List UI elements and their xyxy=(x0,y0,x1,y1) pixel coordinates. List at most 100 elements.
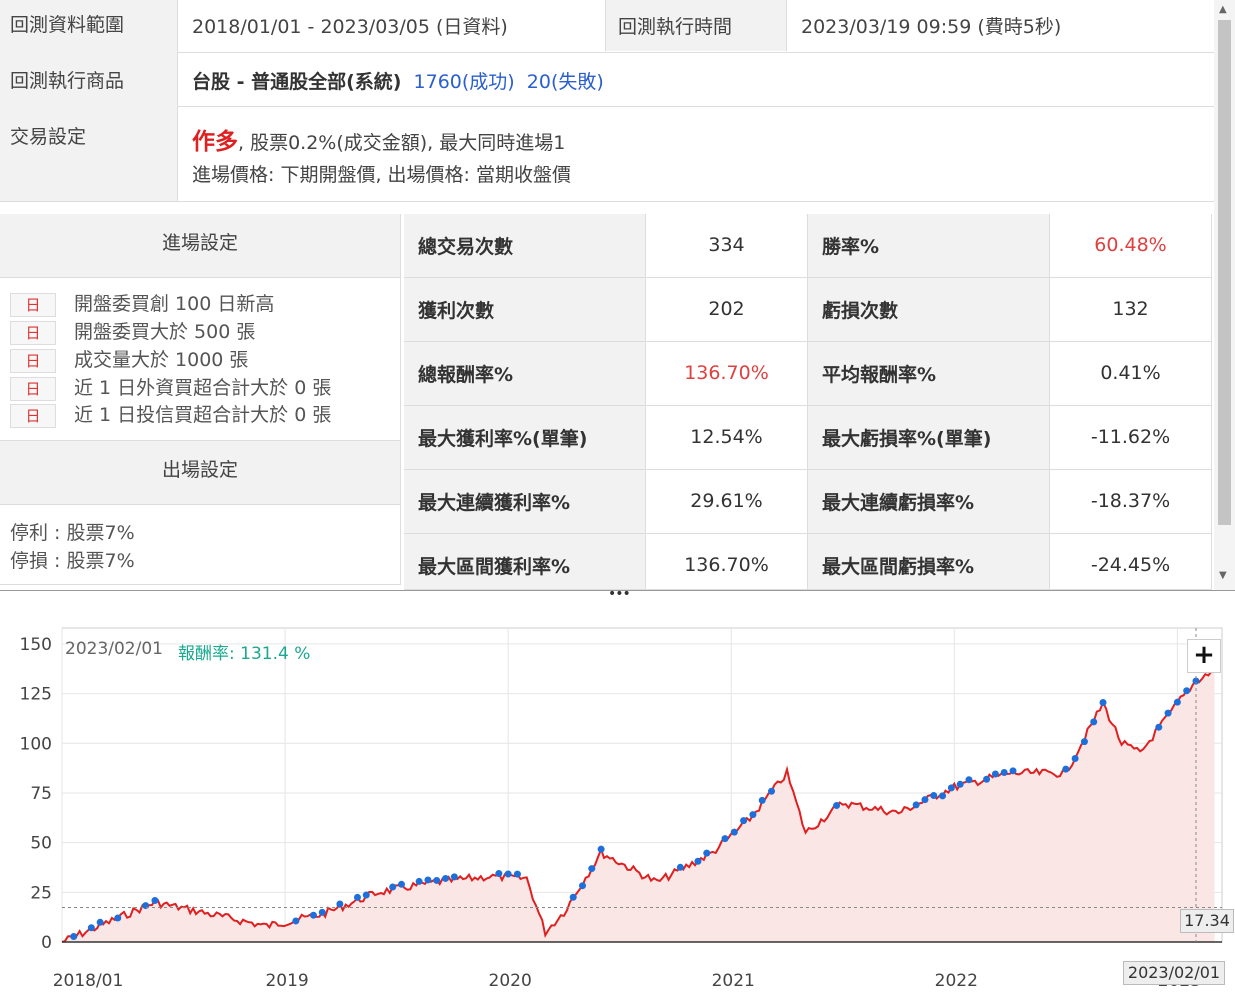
stat-value: 136.70% xyxy=(646,342,808,406)
new-high-marker xyxy=(362,891,370,899)
vertical-scrollbar[interactable]: ▲ ▼ xyxy=(1214,0,1235,590)
entry-condition: 日開盤委買創 100 日新高 xyxy=(10,292,274,317)
new-high-marker xyxy=(597,845,605,853)
new-high-marker xyxy=(389,883,397,891)
y-tick-label: 150 xyxy=(20,635,52,655)
success-count-link[interactable]: 1760(成功) xyxy=(413,71,515,93)
daily-tag: 日 xyxy=(10,376,56,401)
info-row-range: 回測資料範圍 2018/01/01 - 2023/03/05 (日資料) 回測執… xyxy=(0,0,1214,53)
y-tick-label: 125 xyxy=(20,685,52,705)
new-high-marker xyxy=(96,918,104,926)
scroll-down-arrow-icon[interactable]: ▼ xyxy=(1219,570,1227,581)
stat-value: 202 xyxy=(646,278,808,342)
info-row-trade: 交易設定 作多, 股票0.2%(成交金額), 最大同時進場1 進場價格: 下期開… xyxy=(0,106,1214,202)
stat-label: 平均報酬率% xyxy=(808,342,1050,406)
stat-value: -24.45% xyxy=(1050,534,1212,590)
new-high-marker xyxy=(1099,699,1107,707)
y-tick-label: 50 xyxy=(30,834,52,854)
stat-value: 60.48% xyxy=(1050,214,1212,278)
condition-text: 開盤委買大於 500 張 xyxy=(74,321,256,343)
new-high-marker xyxy=(930,792,938,800)
info-row-product: 回測執行商品 台股 - 普通股全部(系統) 1760(成功) 20(失敗) xyxy=(0,52,1214,107)
splitter-grip-icon[interactable]: ••• xyxy=(608,586,631,602)
new-high-marker xyxy=(965,776,973,784)
new-high-marker xyxy=(433,876,441,884)
stat-label: 勝率% xyxy=(808,214,1050,278)
scrollbar-thumb[interactable] xyxy=(1218,20,1231,525)
new-high-marker xyxy=(569,893,577,901)
new-high-marker xyxy=(730,828,738,836)
y-tick-label: 100 xyxy=(20,734,52,754)
trade-line2: 進場價格: 下期開盤價, 出場價格: 當期收盤價 xyxy=(192,164,571,186)
x-tick-label: 2018/01 xyxy=(53,971,124,991)
new-high-marker xyxy=(87,924,95,932)
stat-value: 0.41% xyxy=(1050,342,1212,406)
hover-date: 2023/02/01 xyxy=(65,639,163,659)
daily-tag: 日 xyxy=(10,403,56,428)
new-high-marker xyxy=(721,835,729,843)
new-high-marker xyxy=(768,787,776,795)
product-label: 回測執行商品 xyxy=(0,52,178,106)
new-high-marker xyxy=(292,917,300,925)
x-tick-label: 2020 xyxy=(489,971,532,991)
x-tick-label: 2021 xyxy=(712,971,755,991)
new-high-marker xyxy=(415,877,423,885)
new-high-marker xyxy=(1000,769,1008,777)
new-high-marker xyxy=(309,911,317,919)
entry-condition: 日成交量大於 1000 張 xyxy=(10,348,249,373)
new-high-marker xyxy=(983,775,991,783)
new-high-marker xyxy=(939,792,947,800)
trade-settings: , 股票0.2%(成交金額), 最大同時進場1 xyxy=(238,132,566,154)
new-high-marker xyxy=(947,784,955,792)
trade-label: 交易設定 xyxy=(0,106,178,201)
new-high-marker xyxy=(1071,754,1079,762)
stat-label: 最大區間虧損率% xyxy=(808,534,1050,590)
new-high-marker xyxy=(1183,687,1191,695)
new-high-marker xyxy=(442,874,450,882)
scroll-up-arrow-icon[interactable]: ▲ xyxy=(1219,4,1227,15)
new-high-marker xyxy=(1062,765,1070,773)
exec-time-label: 回測執行時間 xyxy=(605,0,787,51)
stat-value: 334 xyxy=(646,214,808,278)
new-high-marker xyxy=(1173,698,1181,706)
stat-label: 獲利次數 xyxy=(404,278,646,342)
panel-splitter[interactable]: ••• xyxy=(0,586,1235,605)
new-high-marker xyxy=(588,865,596,873)
condition-text: 成交量大於 1000 張 xyxy=(74,349,249,371)
new-high-marker xyxy=(424,876,432,884)
daily-tag: 日 xyxy=(10,320,56,345)
stat-value: 12.54% xyxy=(646,406,808,470)
entry-settings-title: 進場設定 xyxy=(0,214,400,278)
stat-value: 29.61% xyxy=(646,470,808,534)
new-high-marker xyxy=(676,863,684,871)
entry-condition: 日開盤委買大於 500 張 xyxy=(10,320,256,345)
x-tick-label: 2022 xyxy=(935,971,978,991)
zoom-in-button[interactable]: + xyxy=(1187,639,1221,673)
entry-exit-panel: 進場設定 日開盤委買創 100 日新高 日開盤委買大於 500 張 日成交量大於… xyxy=(0,214,401,585)
take-profit-text: 停利 : 股票7% xyxy=(10,522,135,544)
new-high-marker xyxy=(114,914,122,922)
new-high-marker xyxy=(694,857,702,865)
stats-grid: 總交易次數 334 勝率% 60.48% 獲利次數 202 虧損次數 132 總報酬率% 136.… xyxy=(404,214,1212,590)
new-high-marker xyxy=(151,897,159,905)
trade-line1: 作多, 股票0.2%(成交金額), 最大同時進場1 xyxy=(192,122,565,156)
entry-condition: 日近 1 日投信買超合計大於 0 張 xyxy=(10,403,331,428)
trade-direction: 作多 xyxy=(192,129,238,155)
equity-curve-chart: 0 25 50 75 100 125 150 2018/01 2019 2020 2021 2022 2… xyxy=(20,627,1223,991)
new-high-marker xyxy=(740,817,748,825)
y-tick-label: 0 xyxy=(41,933,52,953)
new-high-marker xyxy=(336,900,344,908)
range-value: 2018/01/01 - 2023/03/05 (日資料) xyxy=(192,16,508,38)
exit-settings-title: 出場設定 xyxy=(0,440,400,505)
stat-label: 最大連續獲利率% xyxy=(404,470,646,534)
new-high-marker xyxy=(991,770,999,778)
new-high-marker xyxy=(1164,709,1172,717)
new-high-marker xyxy=(749,811,757,819)
new-high-marker xyxy=(1009,767,1017,775)
new-high-marker xyxy=(70,933,78,941)
x-tick-label: 2019 xyxy=(265,971,308,991)
daily-tag: 日 xyxy=(10,292,56,317)
stat-label: 總交易次數 xyxy=(404,214,646,278)
fail-count-link[interactable]: 20(失敗) xyxy=(526,71,604,93)
entry-condition: 日近 1 日外資買超合計大於 0 張 xyxy=(10,376,331,401)
